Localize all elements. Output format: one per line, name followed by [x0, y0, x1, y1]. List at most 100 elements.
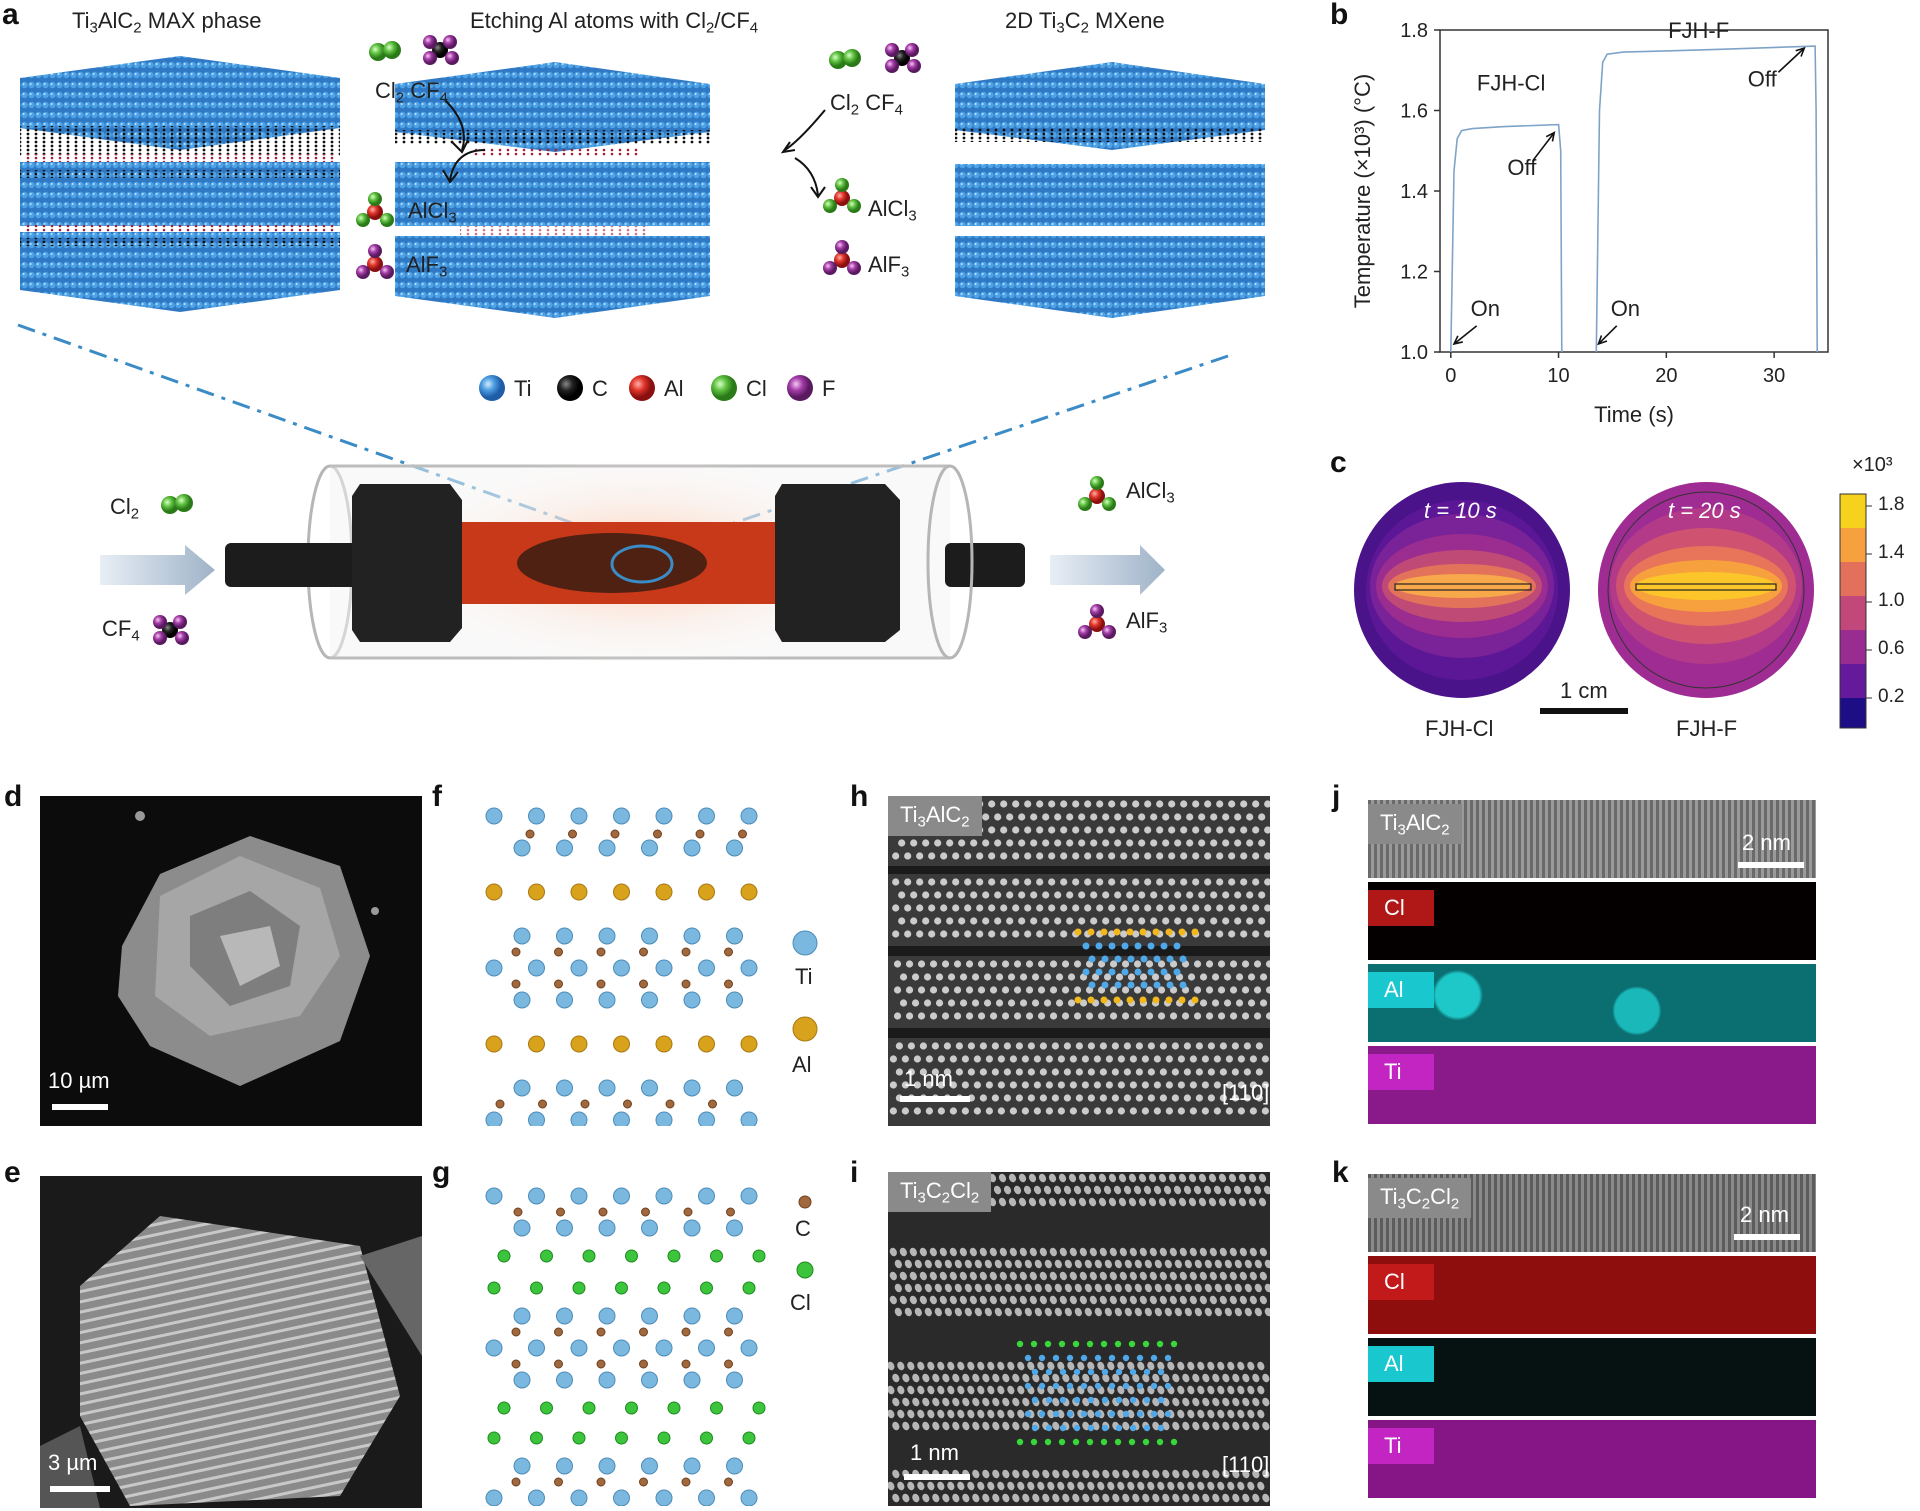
ti-atom	[740, 1339, 758, 1357]
model-g-legend-cl: Cl	[790, 1290, 811, 1315]
cl-overlay-dot	[1128, 1340, 1136, 1348]
ti-atom	[570, 1339, 588, 1357]
c-atom	[596, 1327, 606, 1337]
c-atom	[724, 1359, 733, 1369]
stem-i-zone: [110]	[1222, 1452, 1270, 1477]
ti-overlay-dot	[1115, 1368, 1123, 1376]
inlet-cf4-label: CF4	[102, 616, 140, 645]
al-atom	[655, 883, 673, 901]
ti-overlay-dot	[1114, 981, 1122, 989]
panel-label-j: j	[1332, 780, 1341, 813]
model-f-legend-balls	[792, 930, 818, 1042]
ti-atom	[683, 991, 701, 1009]
panel-label-e: e	[4, 1156, 21, 1189]
annotation-arrow-0	[1453, 325, 1478, 345]
ti-atom	[683, 839, 701, 857]
eds-j-map-cl: Cl	[1368, 882, 1816, 960]
x-tick-label: 30	[1763, 365, 1785, 387]
cl-overlay-dot	[1156, 1340, 1164, 1348]
label-alf3-right: AlF3	[868, 252, 910, 281]
al-overlay-dot	[1191, 928, 1199, 936]
eds-j-scale-label: 2 nm	[1742, 830, 1791, 855]
cl2-molecule-right	[829, 49, 861, 69]
c-atom	[724, 947, 733, 957]
ti-overlay-dot	[1122, 1354, 1130, 1362]
ti-overlay-dot	[1101, 955, 1109, 963]
ti-overlay-dot	[1080, 1410, 1088, 1418]
al-overlay-dot	[1165, 996, 1173, 1004]
cl-overlay-dot	[1044, 1438, 1052, 1446]
legend-cl-label: Cl	[746, 376, 767, 401]
al-overlay-dot	[1100, 996, 1108, 1004]
legend-cl-ball-g	[796, 1261, 814, 1279]
ti-overlay-dot	[1059, 1424, 1067, 1432]
al-overlay-dot	[1113, 928, 1121, 936]
y-tick-label: 1.4	[1400, 181, 1428, 203]
c-atom	[738, 829, 747, 839]
ti-atom	[513, 991, 531, 1009]
ti-overlay-dot	[1114, 955, 1122, 963]
c-atom	[665, 1099, 675, 1109]
al-overlay-dot	[1152, 996, 1160, 1004]
ti-overlay-dot	[1087, 1424, 1095, 1432]
cl-atom	[710, 1249, 723, 1263]
annotation-arrow-2	[1597, 325, 1618, 345]
c-atom	[538, 1099, 547, 1109]
colorbar-tick-3: 1.0	[1878, 590, 1905, 611]
al-overlay-dot	[1087, 928, 1095, 936]
c-atom	[681, 1327, 691, 1337]
legend-f-ball	[787, 375, 813, 401]
ti-overlay-dot	[1066, 1382, 1074, 1390]
cl-overlay-dot	[1114, 1340, 1122, 1348]
eds-j-al-tag: Al	[1368, 972, 1434, 1008]
ti-atom	[655, 959, 673, 977]
ti-overlay-dot	[1031, 1396, 1039, 1404]
ti-overlay-dot	[1143, 1368, 1151, 1376]
ti-atom	[641, 839, 658, 857]
y-tick-label: 1.0	[1400, 342, 1428, 364]
ti-overlay-dot	[1038, 1382, 1046, 1390]
cl-atom	[615, 1431, 628, 1445]
sim-time-1: t = 10 s	[1424, 498, 1497, 523]
c-atom	[724, 1477, 733, 1487]
y-axis-label: Temperature (×10³) (°C)	[1350, 74, 1375, 308]
alf3-molecule-left	[356, 244, 394, 279]
annotation-arrowhead-2	[1597, 335, 1608, 346]
ti-overlay-dot	[1038, 1354, 1046, 1362]
al-atom	[613, 1035, 630, 1053]
ti-overlay-dot	[1115, 1424, 1123, 1432]
eds-j-map-al: Al	[1368, 964, 1816, 1042]
al-atom	[613, 883, 630, 901]
c-atom	[525, 829, 535, 839]
c-atom	[513, 1207, 523, 1217]
legend-al-ball-f	[792, 1016, 818, 1042]
panel-label-g: g	[432, 1156, 451, 1189]
temperature-chart: 0 10 20 30 1.0 1.2 1.4 1.6 1.8 Time (s) Temperatur…	[1350, 20, 1829, 427]
ti-overlay-dot	[1095, 968, 1103, 976]
ti-overlay-dot	[1140, 981, 1148, 989]
cl-overlay-dot	[1058, 1340, 1066, 1348]
ti-atom	[655, 1111, 673, 1126]
ti-overlay-dot	[1045, 1368, 1053, 1376]
ti-atom	[485, 1339, 503, 1357]
cl-atom	[700, 1281, 713, 1295]
al-overlay-dot	[1139, 928, 1147, 936]
ti-overlay-dot	[1101, 1368, 1109, 1376]
ti-atom	[570, 959, 588, 977]
c-atom	[610, 829, 620, 839]
ti-atom	[613, 1489, 630, 1506]
ti-overlay-dot	[1101, 1396, 1109, 1404]
c-atom	[641, 1207, 650, 1217]
ti-atom	[683, 927, 701, 945]
ti-atom	[485, 959, 503, 977]
c-atom	[554, 1359, 563, 1369]
ti-atom	[641, 1371, 658, 1389]
ti-overlay-dot	[1031, 1368, 1039, 1376]
curved-arrow-out-right	[794, 157, 819, 196]
al-atom	[485, 883, 503, 901]
al-overlay-dot	[1178, 928, 1186, 936]
outlet-alcl3-label: AlCl3	[1126, 478, 1175, 507]
stem-h-scale-bar	[900, 1096, 970, 1102]
ti-overlay-dot	[1115, 1396, 1123, 1404]
ti-atom	[570, 1111, 588, 1126]
